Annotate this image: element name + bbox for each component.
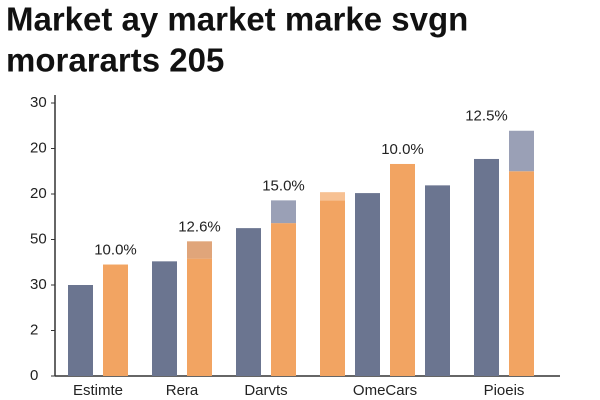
bar — [474, 158, 499, 376]
annotation: 10.0% — [381, 141, 424, 158]
bar — [509, 171, 534, 376]
y-tick-label: 2 — [30, 321, 38, 338]
y-tick-label: 30 — [30, 276, 47, 293]
x-tick-label: OmeCars — [353, 382, 417, 399]
bar — [236, 228, 261, 376]
x-tick-label: Estimte — [73, 382, 123, 399]
bar-segment — [320, 192, 345, 201]
x-tick-label: Pioeis — [484, 382, 525, 399]
bar — [355, 193, 380, 376]
bar — [103, 264, 128, 376]
y-tick-label: 50 — [30, 230, 47, 247]
y-tick-label: 0 — [30, 367, 38, 384]
y-tick-label: 20 — [30, 139, 47, 156]
bar — [271, 223, 296, 376]
y-tick-label: 20 — [30, 185, 47, 202]
bar — [187, 258, 212, 376]
bar — [390, 163, 415, 376]
bar-segment — [187, 241, 212, 259]
x-tick-label: Rera — [166, 382, 199, 399]
annotation: 12.5% — [465, 108, 508, 125]
annotation: 15.0% — [262, 177, 305, 194]
bar — [320, 200, 345, 376]
bar-segment — [271, 200, 296, 224]
annotation: 12.6% — [178, 218, 221, 235]
chart-title: Market ay market marke svgn — [6, 1, 468, 38]
bar — [68, 285, 93, 376]
x-tick-label: Darvts — [244, 382, 287, 399]
bar — [152, 261, 177, 376]
annotation: 10.0% — [94, 241, 137, 258]
y-tick-label: 30 — [30, 94, 47, 111]
bar-segment — [509, 130, 534, 172]
bar — [425, 185, 450, 376]
chart-title: morararts 205 — [6, 42, 224, 79]
